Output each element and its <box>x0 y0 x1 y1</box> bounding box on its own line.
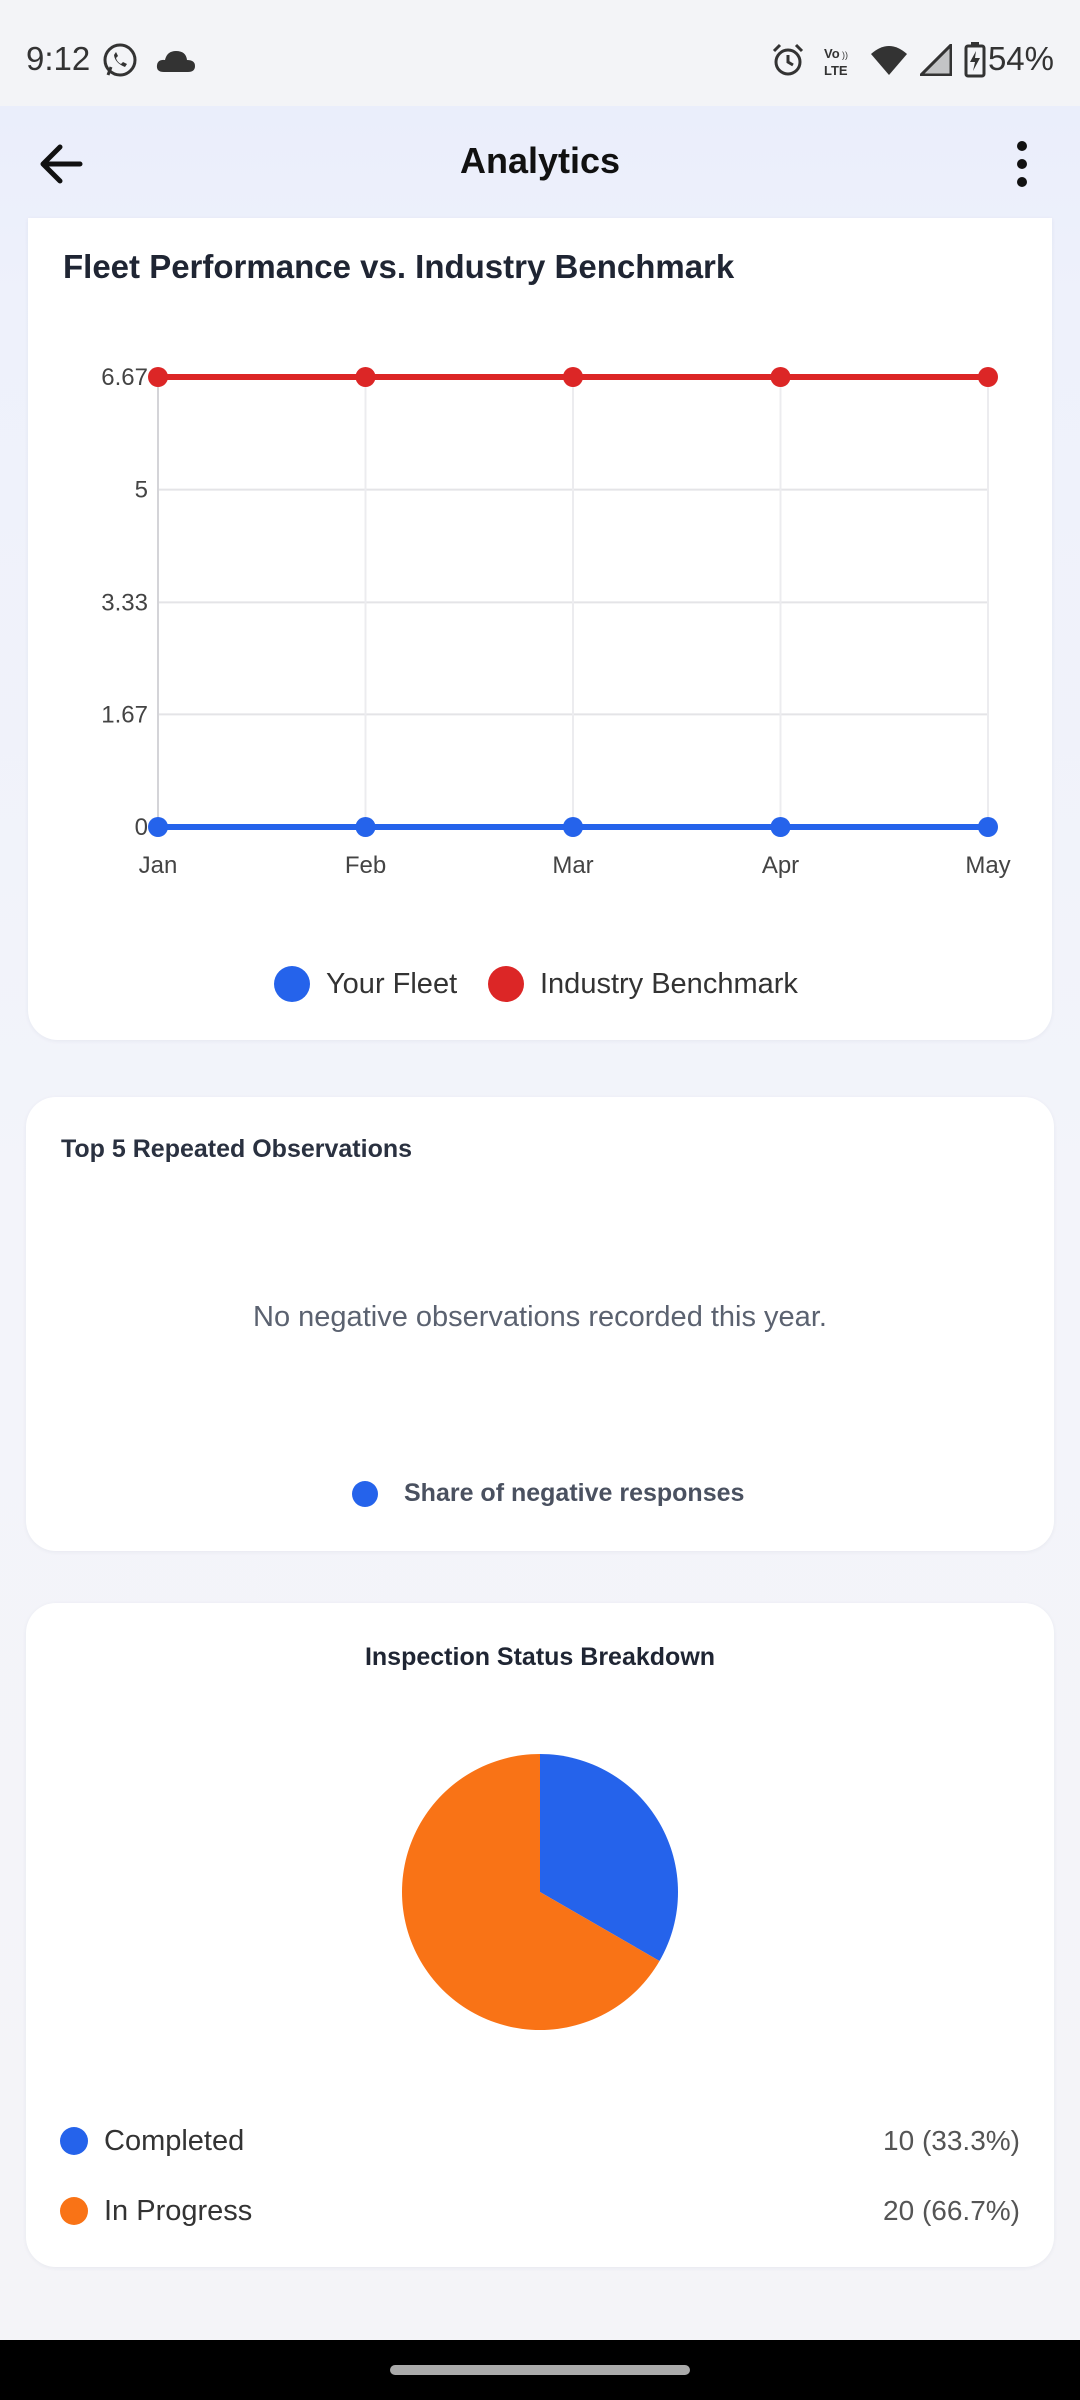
pie-slice-in-progress[interactable] <box>402 1754 660 2030</box>
y-tick-label: 3.33 <box>101 589 148 616</box>
data-point[interactable] <box>770 367 791 387</box>
inspection-card-title: Inspection Status Breakdown <box>364 1643 716 1671</box>
legend-item-industry-benchmark[interactable]: Industry Benchmark <box>488 966 798 1002</box>
data-point[interactable] <box>978 367 998 387</box>
y-tick-label: 6.67 <box>101 364 148 391</box>
status-time: 9:12 <box>26 40 91 77</box>
legend-dot-your-fleet <box>274 966 310 1002</box>
battery-percent: 54% <box>987 40 1054 77</box>
pie-slice-completed[interactable] <box>540 1754 678 1961</box>
status-label-in-progress: In Progress <box>104 2194 253 2227</box>
app-bar: Analytics <box>0 106 1080 218</box>
fleet-card-title: Fleet Performance vs. Industry Benchmark <box>63 248 735 285</box>
battery-charging-icon <box>964 42 986 78</box>
fleet-performance-card: Fleet Performance vs. Industry Benchmark… <box>28 218 1052 1040</box>
status-bar: 9:12 Vo )) LTE 54% <box>0 0 1080 106</box>
x-tick-label: Feb <box>345 852 386 879</box>
inspection-pie-chart <box>402 1754 678 2030</box>
legend-label-industry-benchmark: Industry Benchmark <box>540 967 798 1000</box>
y-tick-label: 1.67 <box>101 701 148 728</box>
inspection-status-card: Inspection Status Breakdown Completed 10… <box>26 1603 1054 2267</box>
status-value-completed: 10 (33.3%) <box>883 2125 1020 2156</box>
data-point[interactable] <box>148 817 168 837</box>
svg-text:)): )) <box>842 50 848 60</box>
empty-state-message: No negative observations recorded this y… <box>253 1301 827 1333</box>
x-tick-label: Mar <box>552 852 593 879</box>
data-point[interactable] <box>355 367 376 387</box>
home-gesture-handle[interactable] <box>390 2365 690 2375</box>
data-point[interactable] <box>770 817 791 837</box>
data-point[interactable] <box>563 817 583 837</box>
fleet-chart-legend: Your Fleet Industry Benchmark <box>28 966 1052 1016</box>
whatsapp-icon <box>103 43 137 77</box>
page-title: Analytics <box>459 140 621 181</box>
fleet-line-chart: 0 1.67 3.33 5 6.67 Jan Feb Mar Apr May <box>101 364 1010 879</box>
x-tick-label: May <box>965 852 1010 879</box>
y-tick-label: 0 <box>135 814 148 841</box>
status-dot-completed <box>60 2127 88 2155</box>
observations-card: Top 5 Repeated Observations No negative … <box>26 1097 1054 1551</box>
observations-legend[interactable]: Share of negative responses <box>352 1479 744 1508</box>
alarm-icon <box>772 43 804 76</box>
status-value-in-progress: 20 (66.7%) <box>883 2195 1020 2226</box>
legend-dot-negative-share <box>352 1480 378 1507</box>
legend-item-your-fleet[interactable]: Your Fleet <box>274 966 457 1002</box>
volte-icon: Vo )) LTE <box>824 46 848 78</box>
y-tick-label: 5 <box>135 477 148 504</box>
status-label-completed: Completed <box>104 2124 245 2157</box>
cloud-icon <box>156 51 195 72</box>
status-dot-in-progress <box>60 2197 88 2225</box>
observations-card-title: Top 5 Repeated Observations <box>61 1135 413 1163</box>
status-row-completed: Completed 10 (33.3%) <box>60 2119 1020 2163</box>
svg-text:Vo: Vo <box>824 46 840 61</box>
wifi-icon <box>871 46 907 75</box>
data-point[interactable] <box>978 817 998 837</box>
more-vertical-icon[interactable] <box>990 132 1054 196</box>
system-nav-bar <box>0 2340 1080 2400</box>
status-row-in-progress: In Progress 20 (66.7%) <box>60 2189 1020 2233</box>
legend-label-negative-share: Share of negative responses <box>404 1479 745 1507</box>
legend-label-your-fleet: Your Fleet <box>326 967 458 1000</box>
x-tick-label: Jan <box>139 852 178 879</box>
data-point[interactable] <box>148 367 168 387</box>
legend-dot-industry-benchmark <box>488 966 524 1002</box>
arrow-back-icon[interactable] <box>30 132 94 196</box>
x-tick-label: Apr <box>762 852 799 879</box>
signal-icon <box>920 44 952 76</box>
data-point[interactable] <box>355 817 376 837</box>
svg-text:LTE: LTE <box>824 63 848 78</box>
data-point[interactable] <box>563 367 583 387</box>
